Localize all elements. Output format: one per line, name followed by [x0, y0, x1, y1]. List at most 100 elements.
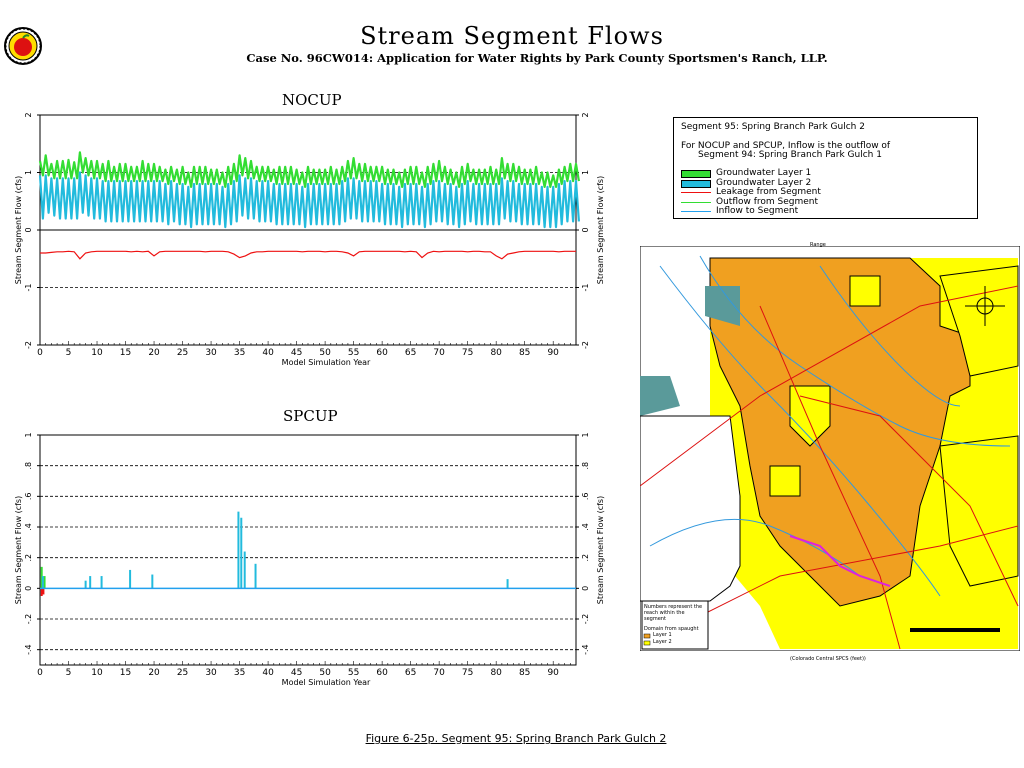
- spcup-xtick-label: 55: [348, 668, 359, 678]
- nocup-xlabel: Model Simulation Year: [282, 358, 371, 367]
- nocup-xtick-label: 30: [205, 348, 217, 358]
- map-legend-title: Domain from spaught: [644, 626, 699, 632]
- nocup-xtick-label: 0: [37, 348, 43, 358]
- spcup-ytick-label: .8: [24, 462, 33, 470]
- spcup-xtick-label: 15: [120, 668, 131, 678]
- spcup-ytick-label-right: .8: [581, 462, 590, 470]
- map-scale-bar: [910, 628, 1000, 632]
- nocup-xtick-label: 15: [120, 348, 131, 358]
- spcup-xtick-label: 40: [262, 668, 274, 678]
- nocup-ytick-label: 1: [24, 170, 33, 175]
- nocup-xtick-label: 85: [519, 348, 530, 358]
- map-segment-highlight: [789, 535, 891, 587]
- spcup-chart: -.4 -.4-.2 -.20 0.2.2.4.4.6.6.8.81 10 5 10 15 20…: [14, 432, 605, 687]
- legend-item-label: Inflow to Segment: [716, 206, 799, 216]
- spcup-ytick-label: -.2: [24, 614, 33, 625]
- page-title: Stream Segment Flows: [360, 22, 664, 50]
- nocup-chart: -2 -2-1 -10 01 12 20 5 10 15 20 25 30 35 40 45 50 55 60 65…: [14, 112, 605, 367]
- legend-note-line1: For NOCUP and SPCUP, Inflow is the outfl…: [681, 141, 891, 151]
- legend-line-swatch: [681, 211, 711, 212]
- nocup-ytick-label-right: 0: [581, 227, 590, 232]
- legend-item-label: Groundwater Layer 2: [716, 177, 812, 188]
- nocup-ylabel: Stream Segment Flow (cfs): [14, 176, 23, 284]
- spcup-ylabel-right: Stream Segment Flow (cfs): [596, 496, 605, 604]
- map-layer1-label: Layer 1: [653, 632, 672, 638]
- spcup-ytick-label-right: -.4: [581, 644, 590, 655]
- spcup-ytick-label-right: .4: [581, 523, 590, 531]
- map-legend-note: Numbers represent the reach within the s…: [644, 604, 703, 622]
- nocup-ylabel-right: Stream Segment Flow (cfs): [596, 176, 605, 284]
- legend-item-label: Outflow from Segment: [716, 196, 819, 207]
- page-subtitle: Case No. 96CW014: Application for Water …: [246, 51, 828, 65]
- nocup-xtick-label: 60: [376, 348, 388, 358]
- nocup-ytick-label: 2: [24, 112, 33, 117]
- spcup-ytick-label: .2: [24, 554, 33, 562]
- map-layer1-region: [709, 257, 971, 607]
- legend-box: Segment 95: Spring Branch Park Gulch 2 F…: [673, 117, 978, 219]
- spcup-ytick-label: .4: [24, 523, 33, 531]
- map-layer2-label: Layer 2: [653, 639, 672, 645]
- spcup-xtick-label: 70: [433, 668, 445, 678]
- nocup-xtick-label: 25: [177, 348, 188, 358]
- nocup-xtick-label: 20: [148, 348, 160, 358]
- nocup-xtick-label: 70: [433, 348, 445, 358]
- nocup-series-groundwater-layer-1: [38, 151, 580, 188]
- location-map: Numbers represent the reach within the s…: [639, 242, 1021, 662]
- spcup-ytick-label-right: -.2: [581, 614, 590, 625]
- spcup-xtick-label: 30: [205, 668, 217, 678]
- spcup-ytick-label: 1: [24, 432, 33, 437]
- spcup-chart-title: SPCUP: [283, 407, 338, 425]
- spcup-xtick-label: 90: [547, 668, 559, 678]
- nocup-xtick-label: 65: [405, 348, 416, 358]
- nocup-xtick-label: 35: [234, 348, 245, 358]
- nocup-ytick-label-right: -2: [581, 341, 590, 349]
- legend-patch-swatch: [681, 170, 711, 178]
- spcup-xtick-label: 0: [37, 668, 43, 678]
- nocup-xtick-label: 75: [462, 348, 473, 358]
- nocup-xtick-label: 10: [91, 348, 103, 358]
- nocup-xtick-label: 90: [547, 348, 559, 358]
- map-bottom-label: (Colorado Central SPCS (feet)): [790, 656, 866, 662]
- spcup-ytick-label-right: .6: [581, 493, 590, 501]
- nocup-ytick-label: -2: [24, 341, 33, 349]
- legend-line-swatch: [681, 201, 711, 203]
- nocup-ytick-label-right: 1: [581, 170, 590, 175]
- nocup-xtick-label: 5: [66, 348, 72, 358]
- agency-logo: [3, 26, 43, 66]
- spcup-xtick-label: 25: [177, 668, 188, 678]
- spcup-xtick-label: 80: [490, 668, 502, 678]
- spcup-ytick-label-right: 1: [581, 432, 590, 437]
- spcup-ytick-label-right: 0: [581, 586, 590, 591]
- legend-item-label: Groundwater Layer 1: [716, 168, 812, 178]
- map-top-label: Range: [810, 242, 826, 248]
- spcup-xtick-label: 45: [291, 668, 302, 678]
- spcup-xtick-label: 35: [234, 668, 245, 678]
- nocup-xtick-label: 55: [348, 348, 359, 358]
- spcup-ylabel: Stream Segment Flow (cfs): [14, 496, 23, 604]
- legend-patch-swatch: [681, 179, 711, 188]
- legend-note-line2: Segment 94: Spring Branch Park Gulch 1: [698, 150, 882, 160]
- nocup-ytick-label-right: 2: [581, 112, 590, 117]
- nocup-chart-title: NOCUP: [282, 91, 342, 109]
- spcup-ytick-label-right: .2: [581, 554, 590, 562]
- spcup-plot-area: [39, 434, 577, 666]
- spcup-xtick-label: 60: [376, 668, 388, 678]
- nocup-xtick-label: 40: [262, 348, 274, 358]
- spcup-xtick-label: 65: [405, 668, 416, 678]
- compass-icon: [965, 286, 1005, 326]
- spcup-xtick-label: 20: [148, 668, 160, 678]
- nocup-series-leakage-from-segment: [40, 250, 576, 260]
- nocup-ytick-label: -1: [24, 284, 33, 292]
- nocup-xtick-label: 45: [291, 348, 302, 358]
- spcup-xtick-label: 85: [519, 668, 530, 678]
- spcup-xtick-label: 75: [462, 668, 473, 678]
- spcup-ytick-label: -.4: [24, 644, 33, 655]
- spcup-xlabel: Model Simulation Year: [282, 678, 371, 687]
- nocup-xtick-label: 50: [319, 348, 331, 358]
- nocup-xtick-label: 80: [490, 348, 502, 358]
- legend-line-swatch: [681, 192, 711, 193]
- spcup-ytick-label: .6: [24, 493, 33, 501]
- nocup-ytick-label: 0: [24, 227, 33, 232]
- nocup-series-groundwater-layer-2: [38, 171, 580, 229]
- spcup-ytick-label: 0: [24, 586, 33, 591]
